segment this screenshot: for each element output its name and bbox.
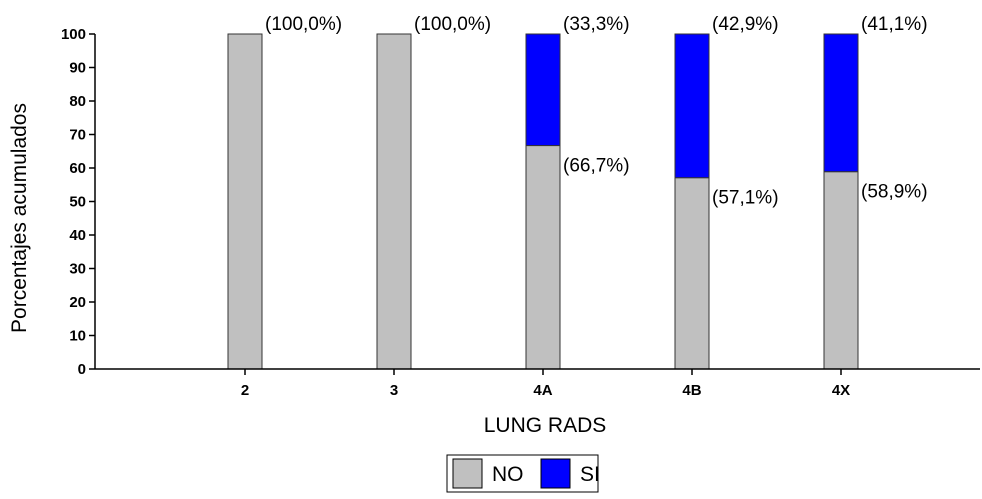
- bars-layer: [227, 33, 859, 370]
- data-label-si-4a: (33,3%): [563, 14, 630, 35]
- x-tick-label: 3: [390, 382, 398, 399]
- y-tick-label: 70: [69, 127, 86, 144]
- y-tick-label: 80: [69, 93, 86, 110]
- legend-label-si: SI: [580, 463, 600, 486]
- legend-label-no: NO: [492, 463, 524, 486]
- x-tick-label: 4B: [682, 382, 701, 399]
- y-tick-label: 30: [69, 261, 86, 278]
- data-labels: (100,0%) (100,0%) (66,7%) (33,3%) (57,1%) (42…: [265, 14, 928, 209]
- x-ticks: 2 3 4A 4B 4X: [241, 369, 850, 399]
- bar-si-4x: [823, 33, 859, 173]
- legend-swatch-si: [540, 458, 571, 489]
- data-label-no-4x: (58,9%): [861, 182, 928, 203]
- bar-si-4b: [674, 33, 710, 179]
- data-label-no-3: (100,0%): [414, 14, 491, 35]
- y-ticks: 0 10 20 30 40 50 60 70 80 90 100: [61, 26, 95, 378]
- bar-no-4a: [525, 145, 561, 370]
- y-tick-label: 90: [69, 60, 86, 77]
- bar-no-2: [227, 33, 263, 370]
- x-tick-label: 4A: [533, 382, 552, 399]
- y-tick-label: 60: [69, 160, 86, 177]
- bar-no-4b: [674, 177, 710, 370]
- y-tick-label: 40: [69, 227, 86, 244]
- x-tick-label: 4X: [832, 382, 850, 399]
- legend-swatch-no: [452, 458, 483, 489]
- data-label-no-2: (100,0%): [265, 14, 342, 35]
- data-label-no-4a: (66,7%): [563, 156, 630, 177]
- x-axis-title: LUNG RADS: [484, 414, 607, 437]
- data-label-no-4b: (57,1%): [712, 188, 779, 209]
- bar-no-3: [376, 33, 412, 370]
- y-tick-label: 20: [69, 294, 86, 311]
- y-tick-label: 50: [69, 194, 86, 211]
- y-axis-title: Porcentajes acumulados: [8, 103, 31, 333]
- legend: NO SI: [446, 454, 600, 493]
- y-tick-label: 100: [61, 26, 86, 43]
- y-tick-label: 0: [78, 361, 86, 378]
- data-label-si-4b: (42,9%): [712, 14, 779, 35]
- bar-si-4a: [525, 33, 561, 147]
- y-tick-label: 10: [69, 328, 86, 345]
- x-tick-label: 2: [241, 382, 249, 399]
- data-label-si-4x: (41,1%): [861, 14, 928, 35]
- bar-no-4x: [823, 171, 859, 370]
